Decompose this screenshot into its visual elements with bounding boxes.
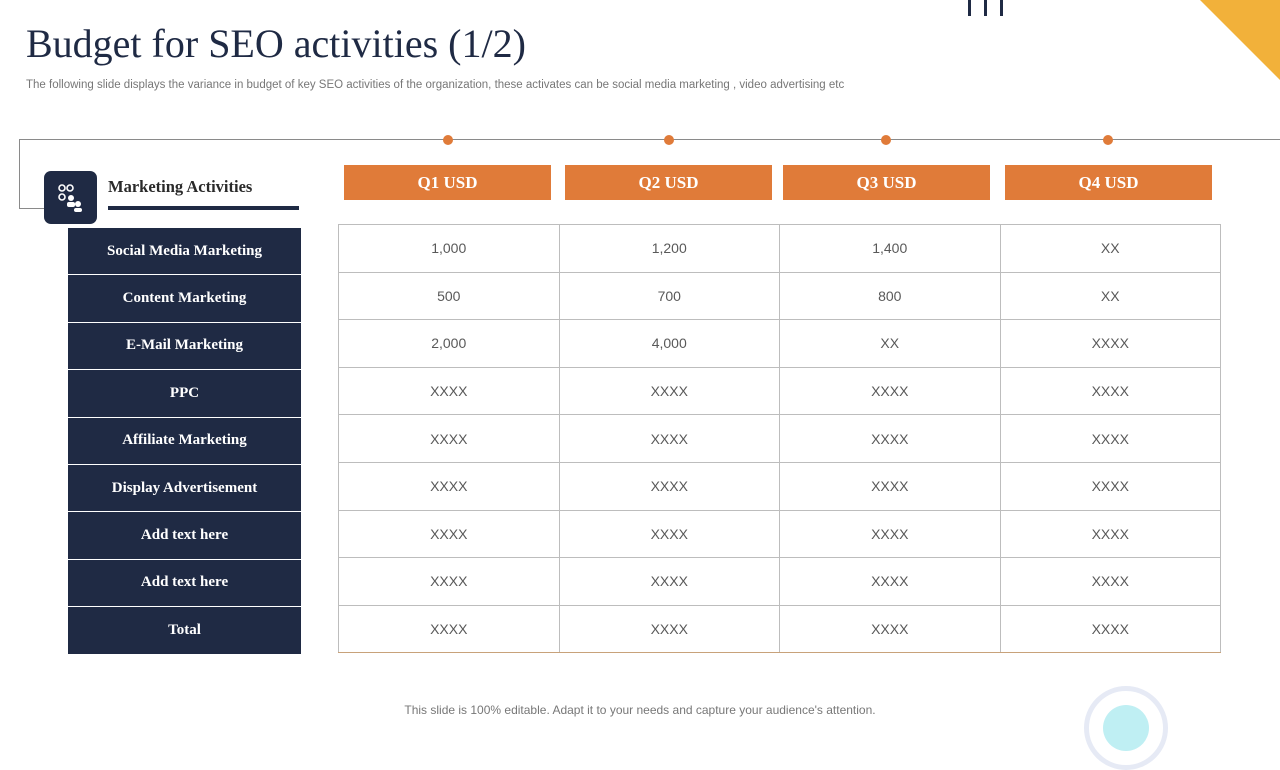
table-cell: XX — [779, 319, 1001, 368]
network-people-icon — [44, 171, 97, 224]
activity-label: Add text here — [68, 512, 301, 559]
table-cell: XX — [999, 271, 1221, 321]
table-row: XXXX XXXX XXXX XXXX — [338, 461, 1221, 511]
budget-table: 1,000 1,200 1,400 XX 500 700 800 XX 2,00… — [338, 224, 1221, 654]
table-row: 500 700 800 XX — [338, 271, 1221, 321]
table-cell: XXXX — [779, 557, 1001, 606]
table-cell: XXXX — [338, 414, 560, 463]
table-cell: XXXX — [779, 414, 1001, 463]
table-cell: 2,000 — [338, 319, 560, 368]
marketing-activities-heading: Marketing Activities — [108, 177, 253, 196]
table-cell: XXXX — [999, 366, 1221, 416]
table-row: 1,000 1,200 1,400 XX — [338, 224, 1221, 273]
table-row: XXXX XXXX XXXX XXXX — [338, 557, 1221, 606]
header-q1: Q1 USD — [344, 165, 551, 200]
table-cell: XXXX — [558, 509, 780, 559]
table-cell: XXXX — [779, 461, 1001, 511]
heading-underline — [108, 206, 299, 210]
timeline-dot — [664, 135, 674, 145]
table-cell: XXXX — [338, 509, 560, 559]
table-cell: XXXX — [558, 604, 780, 654]
table-cell: XXXX — [558, 461, 780, 511]
activity-label: Affiliate Marketing — [68, 417, 301, 464]
table-row: XXXX XXXX XXXX XXXX — [338, 366, 1221, 416]
table-cell: XXXX — [779, 509, 1001, 559]
timeline-dot — [881, 135, 891, 145]
table-cell: XXXX — [558, 414, 780, 463]
table-cell: XXXX — [999, 319, 1221, 368]
table-cell: 1,200 — [558, 224, 780, 273]
header-q4: Q4 USD — [1005, 165, 1212, 200]
table-cell: 4,000 — [558, 319, 780, 368]
table-cell: XXXX — [999, 604, 1221, 654]
activity-label: E-Mail Marketing — [68, 322, 301, 370]
table-cell: XXXX — [338, 604, 560, 654]
table-cell: XXXX — [779, 366, 1001, 416]
table-cell: XX — [999, 224, 1221, 273]
table-cell: XXXX — [558, 366, 780, 416]
table-row-total: XXXX XXXX XXXX XXXX — [338, 604, 1221, 654]
table-cell: XXXX — [338, 557, 560, 606]
page-subtitle: The following slide displays the varianc… — [26, 79, 845, 91]
table-row: XXXX XXXX XXXX XXXX — [338, 414, 1221, 463]
activity-label: Add text here — [68, 559, 301, 607]
corner-triangle-decoration — [1200, 0, 1280, 80]
activity-label: Content Marketing — [68, 275, 301, 322]
table-cell: XXXX — [558, 557, 780, 606]
table-cell: 1,400 — [779, 224, 1001, 273]
header-q2: Q2 USD — [565, 165, 772, 200]
header-q3: Q3 USD — [783, 165, 990, 200]
table-cell: XXXX — [779, 604, 1001, 654]
table-cell: 800 — [779, 271, 1001, 321]
timeline-dot — [1103, 135, 1113, 145]
activity-label: Social Media Marketing — [68, 228, 301, 275]
footer-note: This slide is 100% editable. Adapt it to… — [404, 703, 876, 717]
table-cell: 1,000 — [338, 224, 560, 273]
activity-label: PPC — [68, 370, 301, 417]
table-row: XXXX XXXX XXXX XXXX — [338, 509, 1221, 559]
corner-bars-decoration — [966, 0, 1006, 16]
timeline-dot — [443, 135, 453, 145]
table-row: 2,000 4,000 XX XXXX — [338, 319, 1221, 368]
activity-label: Display Advertisement — [68, 464, 301, 512]
circle-decoration — [1084, 686, 1168, 770]
activity-label-total: Total — [68, 607, 301, 654]
table-cell: XXXX — [999, 461, 1221, 511]
page-title: Budget for SEO activities (1/2) — [26, 21, 526, 66]
activities-column: Social Media Marketing Content Marketing… — [68, 228, 301, 655]
table-cell: XXXX — [999, 414, 1221, 463]
table-cell: XXXX — [999, 557, 1221, 606]
table-cell: XXXX — [999, 509, 1221, 559]
table-cell: 500 — [338, 271, 560, 321]
table-cell: XXXX — [338, 366, 560, 416]
table-cell: XXXX — [338, 461, 560, 511]
table-cell: 700 — [558, 271, 780, 321]
